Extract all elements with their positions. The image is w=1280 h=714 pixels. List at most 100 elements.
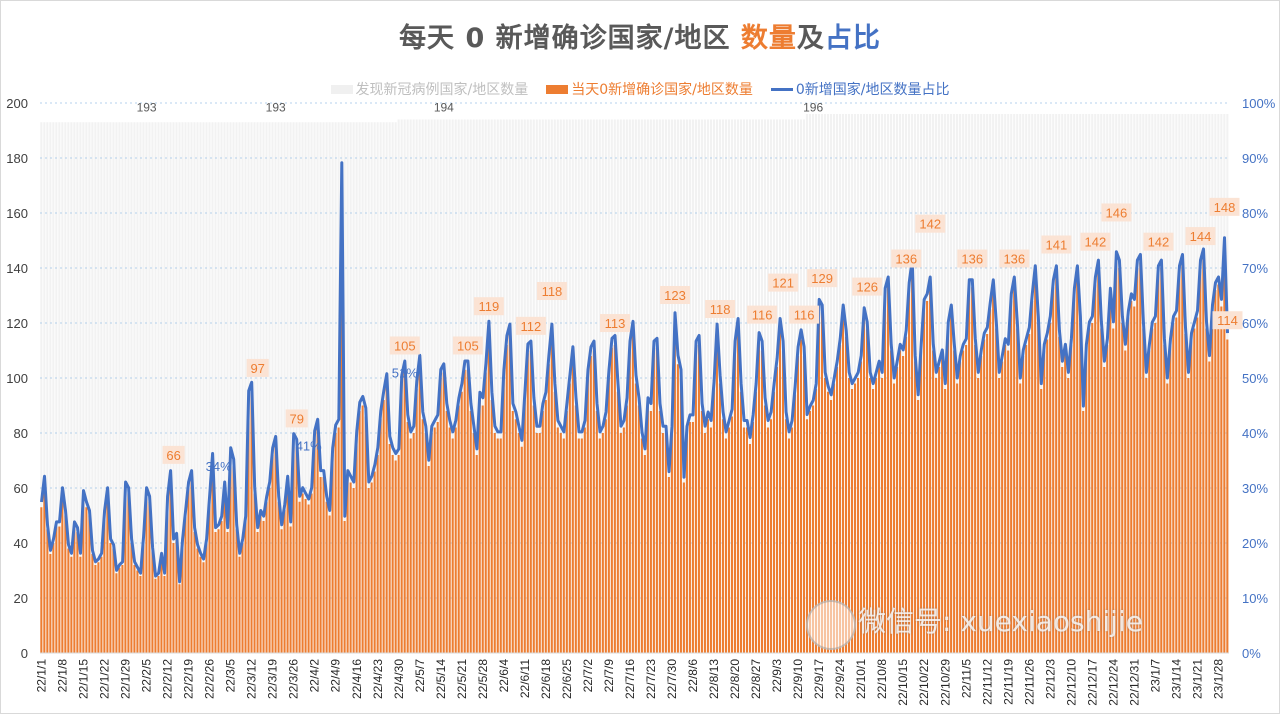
zero-new-bar [490, 400, 493, 653]
legend-swatch-share [770, 87, 793, 91]
zero-new-bar [523, 400, 526, 653]
zero-new-bar [73, 526, 76, 653]
zero-new-bar [307, 504, 310, 653]
total-bar [361, 122, 364, 653]
total-bar [52, 122, 55, 653]
zero-new-bar [88, 515, 91, 653]
zero-new-bar [568, 383, 571, 653]
zero-new-bar [977, 378, 980, 653]
zero-new-bar [193, 532, 196, 653]
zero-new-bar [220, 521, 223, 653]
zero-new-label-group: 119 [473, 297, 504, 316]
zero-new-bar [313, 438, 316, 653]
zero-new-bar [823, 378, 827, 653]
total-bar [478, 119, 481, 653]
zero-new-bar [79, 556, 82, 653]
zero-new-data-label: 129 [811, 271, 833, 286]
zero-new-bar [151, 551, 154, 653]
share-data-label: 51% [392, 366, 418, 381]
zero-new-bar [1151, 328, 1154, 653]
total-bar [70, 122, 73, 653]
zero-new-bar [971, 287, 974, 653]
share-label-group: 41% [296, 439, 322, 454]
x-tick-label: 22/2/5 [140, 659, 154, 693]
total-bar [133, 122, 136, 653]
zero-new-bar [751, 422, 755, 653]
zero-new-bar [1199, 268, 1202, 653]
zero-new-bar [838, 345, 842, 653]
zero-new-bar [295, 446, 298, 653]
zero-new-bar [232, 466, 235, 653]
total-bar [706, 119, 709, 653]
zero-new-bar [394, 460, 397, 653]
total-bar [202, 122, 205, 653]
zero-new-bar [703, 433, 706, 653]
zero-new-bar [956, 383, 959, 653]
total-bar [64, 122, 67, 653]
total-bar [808, 114, 812, 653]
zero-new-bar [529, 350, 532, 653]
zero-new-bar [908, 290, 911, 653]
zero-new-bar [106, 493, 109, 653]
total-label-group: 196 [803, 100, 823, 114]
total-bar [622, 119, 625, 653]
total-bar [565, 119, 568, 653]
zero-new-label-box [999, 249, 1030, 268]
zero-new-bar [202, 562, 205, 653]
zero-new-bar [878, 367, 881, 653]
x-tick-label: 22/7/30 [665, 659, 679, 699]
zero-new-bar [953, 350, 956, 653]
zero-new-label-group: 105 [389, 336, 420, 355]
y-right-tick-label: 80% [1242, 206, 1268, 221]
zero-new-bar [94, 565, 97, 653]
zero-new-bar [1154, 323, 1157, 653]
zero-new-bar [121, 565, 124, 653]
zero-new-bar [544, 400, 547, 653]
zero-new-bar [229, 455, 232, 653]
zero-new-bar [535, 433, 538, 653]
total-bar [160, 122, 163, 653]
zero-new-bar [1085, 350, 1088, 653]
zero-new-bar [214, 532, 217, 653]
zero-new-bar [802, 356, 806, 653]
total-bar [322, 122, 325, 653]
total-bar [298, 122, 301, 653]
total-bar [334, 122, 337, 653]
total-bar [640, 119, 643, 653]
zero-new-bar [625, 405, 628, 653]
zero-new-bar [520, 446, 523, 653]
zero-new-bar [463, 369, 466, 653]
zero-new-data-label: 105 [457, 338, 479, 353]
total-bar [598, 119, 601, 653]
total-bar [235, 122, 238, 653]
zero-new-bar [373, 471, 376, 653]
zero-new-bar [905, 336, 908, 653]
total-bar [394, 122, 397, 653]
zero-new-bar [817, 306, 821, 653]
zero-new-bar [914, 361, 917, 653]
zero-new-bar [1055, 273, 1058, 653]
total-bar [388, 122, 391, 653]
zero-new-bar [899, 350, 902, 653]
total-bar [430, 119, 433, 653]
zero-new-bar [968, 287, 971, 653]
zero-new-bar [724, 438, 727, 653]
zero-new-bar [926, 301, 929, 653]
zero-new-bar [1049, 323, 1052, 653]
zero-new-bar [884, 295, 887, 653]
total-bar [493, 119, 496, 653]
zero-new-bar [274, 444, 277, 653]
zero-new-bar [484, 372, 487, 653]
zero-new-bar [595, 411, 598, 653]
zero-new-bar [1169, 345, 1172, 653]
zero-new-bar [310, 493, 313, 653]
total-bar [709, 119, 712, 653]
zero-new-bar [547, 364, 550, 653]
total-bar [541, 119, 544, 653]
zero-new-bar [1175, 317, 1178, 653]
zero-new-bar [244, 521, 247, 653]
zero-new-bar [868, 378, 872, 653]
total-bar [109, 122, 112, 653]
zero-new-bar [514, 419, 517, 653]
total-bar [766, 119, 770, 653]
